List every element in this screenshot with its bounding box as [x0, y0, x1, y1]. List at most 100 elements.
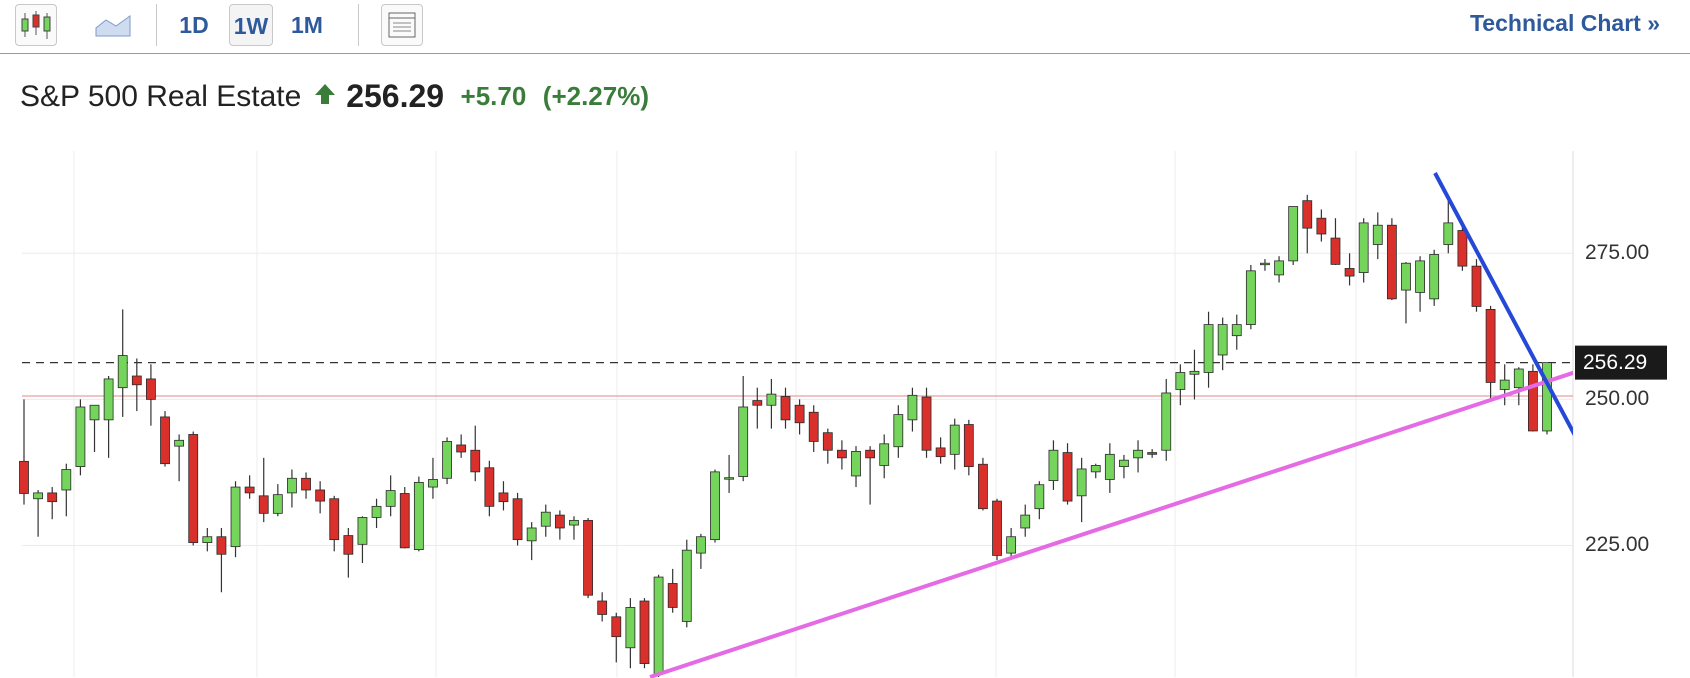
candle-body: [1245, 270, 1256, 325]
candle-body: [371, 505, 382, 518]
price-label: 256.29: [1583, 351, 1647, 374]
candle-body: [879, 443, 890, 466]
drawings: [649, 172, 1573, 678]
candle-body: [1443, 222, 1454, 245]
candle-body: [851, 451, 861, 477]
candle-body: [329, 498, 340, 541]
change: +5.70: [460, 81, 527, 111]
range-button[interactable]: 1D: [179, 12, 209, 38]
candle-body: [625, 607, 636, 649]
trend-line: [1433, 172, 1573, 436]
separator: [358, 4, 359, 46]
candle-body: [583, 519, 593, 596]
candle-body: [1048, 449, 1059, 482]
candle-body: [1189, 370, 1200, 375]
range-button[interactable]: 1W: [229, 4, 273, 46]
candle-body: [738, 406, 749, 477]
candle-body: [1006, 536, 1017, 554]
candle-body: [1429, 254, 1440, 300]
layout-icon[interactable]: [381, 4, 423, 46]
candles: [19, 194, 1552, 677]
candle-body: [272, 494, 283, 514]
candle-body: [963, 424, 974, 467]
candle-body: [893, 414, 904, 448]
candle-body: [1274, 260, 1284, 276]
candle-body: [554, 514, 565, 529]
candle-body: [1401, 262, 1411, 291]
candle-body: [865, 449, 876, 459]
candle-body: [921, 396, 932, 451]
candle-body: [428, 479, 438, 488]
candle-body: [907, 394, 918, 421]
candle-body: [681, 549, 692, 622]
candle-body: [315, 489, 326, 502]
candle-body: [1457, 230, 1468, 267]
candle-body: [808, 411, 819, 442]
area-icon[interactable]: [94, 10, 134, 40]
candle-body: [780, 396, 791, 421]
y-tick-label: 275.00: [1585, 241, 1649, 264]
candle-body: [216, 536, 227, 555]
candle-body: [47, 492, 58, 503]
candle-body: [1513, 368, 1524, 389]
candle-body: [1302, 200, 1313, 229]
candle-body: [456, 444, 467, 453]
candle-body: [1330, 237, 1341, 265]
candle-body: [1161, 392, 1172, 451]
range-button[interactable]: 1M: [291, 12, 323, 38]
candle-body: [1203, 324, 1214, 373]
icon: [21, 11, 51, 39]
candle-body: [385, 490, 396, 507]
candle-body: [19, 460, 29, 494]
candle-body: [935, 447, 946, 458]
y-tick-label: 225.00: [1585, 533, 1649, 556]
candle-body: [33, 492, 44, 500]
candle-body: [1034, 484, 1045, 510]
candle-body: [667, 583, 678, 608]
candle-body: [131, 375, 142, 386]
toolbar: 1D 1W 1M Technical Chart »: [0, 0, 1690, 54]
candle-body: [949, 424, 960, 455]
candle-body: [287, 477, 297, 494]
change-percent: (+2.27%): [542, 81, 650, 111]
candle-body: [1133, 449, 1143, 459]
candle-body: [569, 519, 579, 526]
price-label-box: [1575, 345, 1667, 380]
candle-body: [1090, 465, 1101, 473]
candle-body: [1316, 217, 1327, 235]
candle-icon[interactable]: [15, 4, 57, 46]
candle-body: [653, 576, 664, 675]
instrument-name: S&P 500 Real Estate: [20, 79, 302, 113]
candle-body: [752, 400, 763, 406]
icon: [388, 12, 416, 38]
candle-body: [160, 416, 170, 465]
candle-body: [61, 469, 72, 491]
candle-body: [103, 378, 114, 421]
candle-body: [710, 471, 720, 541]
candle-body: [301, 477, 311, 491]
candle-body: [1119, 459, 1129, 468]
candle-body: [597, 600, 608, 615]
candle-body: [357, 517, 368, 545]
candle-body: [1358, 222, 1369, 273]
candle-body: [978, 463, 988, 510]
technical-chart-link[interactable]: Technical Chart »: [1469, 10, 1660, 36]
candle-body: [1260, 262, 1270, 266]
candle-body: [484, 467, 495, 507]
candle-body: [639, 600, 650, 664]
candle-body: [992, 500, 1002, 556]
candle-body: [1217, 324, 1228, 356]
candle-body: [512, 498, 523, 541]
price: 256.29: [346, 78, 445, 114]
candle-body: [258, 495, 269, 514]
candle-body: [1175, 372, 1186, 390]
candle-body: [822, 432, 833, 451]
candle-body: [1372, 224, 1383, 245]
trend-line: [649, 370, 1573, 678]
candle-body: [540, 511, 551, 527]
candle-body: [146, 378, 156, 400]
candle-body: [1288, 206, 1299, 262]
candle-body: [611, 616, 622, 638]
